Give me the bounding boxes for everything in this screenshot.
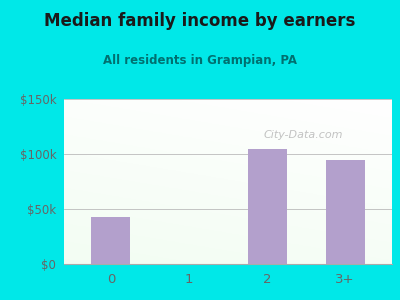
Text: Median family income by earners: Median family income by earners — [44, 12, 356, 30]
Bar — [248, 148, 286, 264]
Bar — [326, 160, 365, 264]
Text: City-Data.com: City-Data.com — [264, 130, 343, 140]
Text: All residents in Grampian, PA: All residents in Grampian, PA — [103, 54, 297, 67]
Bar — [91, 217, 130, 264]
